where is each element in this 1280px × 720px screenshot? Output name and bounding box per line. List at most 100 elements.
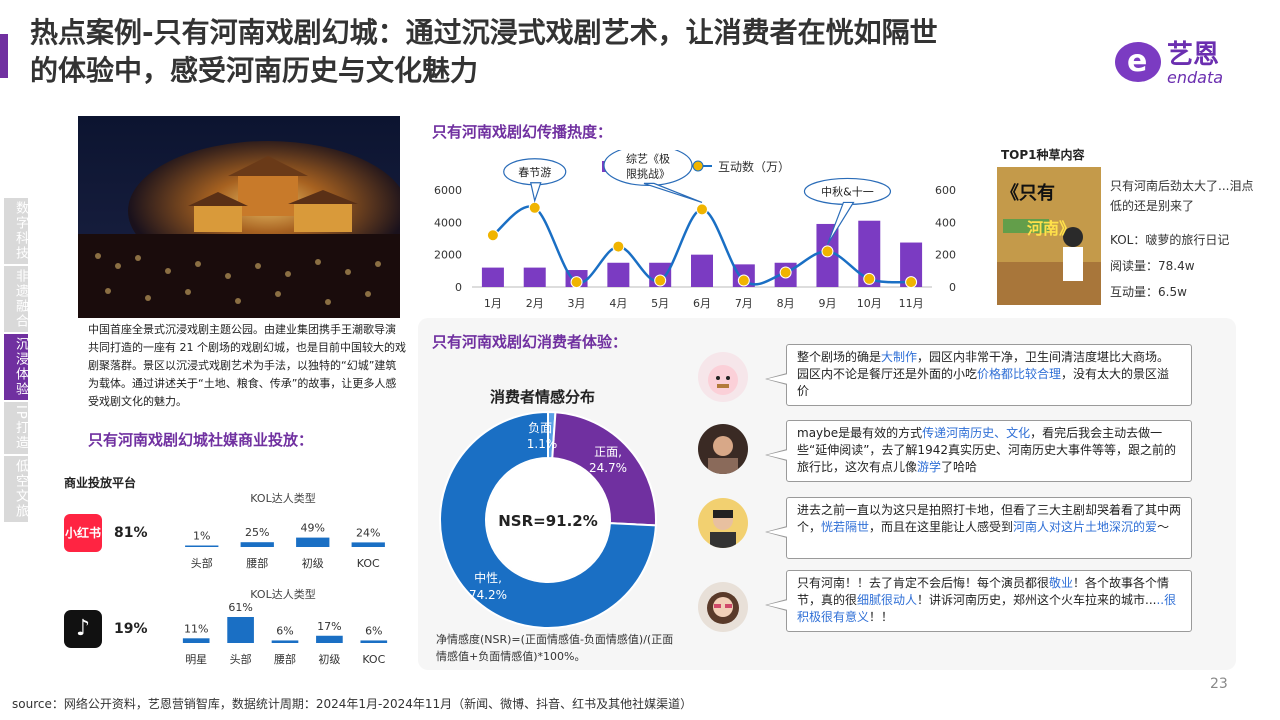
bar-works <box>607 262 630 287</box>
interactions-point <box>528 201 541 214</box>
x-tick-label: 1月 <box>484 297 502 310</box>
avatar <box>698 498 748 548</box>
avatar-person-icon <box>698 498 748 548</box>
comment-text: ，而且在这里能让人感受到 <box>869 520 1014 534</box>
bar-works <box>900 242 923 287</box>
avatar-cartoon-icon <box>698 352 748 402</box>
callout-bubble: 中秋&十一 <box>803 177 892 245</box>
kol-bar-value: 25% <box>245 526 269 539</box>
logo-mark <box>1115 42 1161 82</box>
slice-label-positive: 正面, <box>594 445 622 459</box>
comment-bubble-4: 只有河南！！去了肯定不会后悔！每个演员都很敬业！各个故事各个情节，真的很细腻很动… <box>765 570 1192 632</box>
top1-cover-art <box>997 167 1101 305</box>
kol-bar <box>271 640 299 643</box>
avatar-girl-icon <box>698 582 748 632</box>
x-tick-label: 7月 <box>735 297 753 310</box>
top1-interactions: 互动量：6.5w <box>1110 285 1187 299</box>
logo-chinese: 艺恩 <box>1167 40 1220 70</box>
xiaohongshu-kol-chart: KOL达人类型 1% 头部 25% 腰部 49% 初级 24% KOC <box>185 491 385 570</box>
x-tick-label: 6月 <box>693 297 711 310</box>
comment-highlight: 价格都比较合理 <box>977 367 1062 381</box>
kol-bar-category: 初级 <box>318 652 340 666</box>
douyin-logo: ♪ <box>64 610 102 648</box>
slice-value-positive: 24.7% <box>589 461 627 475</box>
avatar <box>698 352 748 402</box>
comment-highlight: 大制作 <box>881 350 918 364</box>
comment-text: 只有河南！！去了肯定不会后悔！每个演员都很 <box>797 576 1050 590</box>
kol-bar-category: 头部 <box>191 556 213 570</box>
x-tick-label: 2月 <box>526 297 544 310</box>
interactions-point <box>905 276 918 289</box>
sidenav-item-ip[interactable]: IP打造 <box>4 402 28 454</box>
kol-bar <box>227 617 254 643</box>
page-number: 23 <box>1210 676 1228 692</box>
kol-chart-title: KOL达人类型 <box>250 587 315 601</box>
spread-heat-chart: 作品数互动数（万）020004000600002004006001月2月3月4月… <box>434 150 956 310</box>
bar-works <box>858 220 881 287</box>
theatre-photo <box>78 116 400 318</box>
kol-bar-value: 49% <box>301 522 325 535</box>
comment-highlight: 传递河南历史、文化 <box>922 426 1031 440</box>
interactions-point <box>696 203 708 216</box>
callout-label: 限挑战》 <box>626 166 670 180</box>
sidenav-item-low-altitude[interactable]: 低空文旅 <box>4 455 28 522</box>
slice-value-neutral: 74.2% <box>469 588 507 602</box>
slice-value-negative: 1.1% <box>527 437 558 451</box>
interactions-point <box>654 274 667 287</box>
sidenav-item-immersive[interactable]: 沉浸体验 <box>4 334 28 400</box>
kol-bar-category: KOC <box>362 653 385 666</box>
comment-text: 了哈哈 <box>941 460 978 474</box>
kol-bar-value: 6% <box>276 624 293 637</box>
kol-bar-value: 24% <box>356 526 380 539</box>
bar-works <box>523 267 546 287</box>
bar-works <box>691 254 713 287</box>
kol-bar <box>240 542 274 547</box>
kol-bar <box>182 638 210 643</box>
title-accent-bar <box>0 34 8 78</box>
kol-bar <box>296 537 330 547</box>
interactions-point <box>779 266 792 279</box>
legend-dot-interactions <box>692 160 704 172</box>
top1-reads: 阅读量：78.4w <box>1110 259 1195 273</box>
comment-text: ，没有太大的景区溢价 <box>797 367 1170 398</box>
y-left-tick-label: 6000 <box>434 184 462 197</box>
y-left-tick-label: 2000 <box>434 249 462 262</box>
interactions-point <box>612 240 625 253</box>
interactions-point <box>863 272 876 285</box>
comment-text: 进去之前一直以为这只是拍照打卡地，但看了三大主剧却哭着看了其中两个， <box>797 503 1182 534</box>
comment-bubble-2: maybe是最有效的方式传递河南历史、文化，看完后我会主动去做一些“延伸阅读”，… <box>765 420 1192 482</box>
x-tick-label: 3月 <box>568 297 586 310</box>
sidenav-item-heritage[interactable]: 非遗融合 <box>4 266 28 332</box>
social-section-title: 只有河南戏剧幻城社媒商业投放： <box>88 431 314 449</box>
comment-text: ！！ <box>869 610 894 624</box>
comment-highlight: 游学 <box>917 460 942 474</box>
interactions-point <box>821 245 834 258</box>
logo-mark-letter: e <box>1127 44 1148 79</box>
source-note: source：网络公开资料，艺恩营销智库，数据统计周期：2024年1月-2024… <box>12 697 693 711</box>
comment-text: ！各个故事各个情节，真的很 <box>797 576 1170 607</box>
avatar <box>698 582 748 632</box>
kol-bar-value: 1% <box>193 530 210 543</box>
kol-bar-category: 初级 <box>302 556 324 570</box>
park-introduction: 中国首座全景式沉浸戏剧主题公园。由建业集团携手王潮歌导演共同打造的一座有 21 … <box>88 323 406 408</box>
top1-cover-text-2: 河南》 <box>1027 219 1076 238</box>
page-title: 热点案例-只有河南戏剧幻城：通过沉浸式戏剧艺术，让消费者在恍如隔世 的体验中，感… <box>30 14 1100 90</box>
callout-pointer <box>529 182 542 204</box>
top1-title: TOP1种草内容 <box>1001 148 1085 162</box>
callout-label: 春节游 <box>518 166 551 179</box>
logo-english: endata <box>1167 68 1224 87</box>
sidenav-item-digital-tech[interactable]: 数字科技 <box>4 198 28 264</box>
theatre-illustration <box>78 116 400 318</box>
endata-logo: e 艺恩 endata <box>1115 40 1245 88</box>
callout-pointer <box>643 182 703 203</box>
kol-bar-value: 61% <box>228 601 252 614</box>
interactions-point <box>737 274 750 287</box>
top1-details: 只有河南后劲太大了...泪点低的还是别来了 KOL：啵萝的旅行日记 阅读量：78… <box>1110 176 1260 302</box>
kol-bar-category: 头部 <box>230 652 252 666</box>
slice-label-neutral: 中性, <box>474 570 502 585</box>
kol-bar <box>316 635 343 643</box>
kol-bar-value: 17% <box>317 620 341 633</box>
y-right-tick-label: 200 <box>935 249 956 262</box>
comment-text: ，园区内非常干净，卫生间清洁度堪比大商场。园区内不论是餐厅还是外面的小吃 <box>797 350 1170 381</box>
x-tick-label: 11月 <box>899 297 924 310</box>
